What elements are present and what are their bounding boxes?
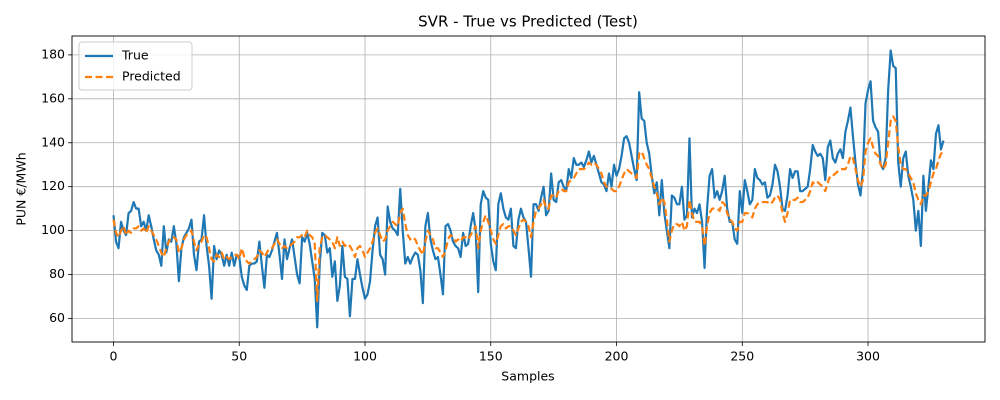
y-tick-label: 140 — [41, 134, 65, 149]
y-tick-label: 60 — [49, 310, 65, 325]
x-tick-label: 300 — [856, 349, 880, 364]
plot-frame — [71, 35, 986, 343]
legend-label: Predicted — [122, 69, 181, 84]
y-tick-label: 80 — [49, 266, 65, 281]
x-tick-label: 200 — [605, 349, 629, 364]
x-tick-label: 250 — [730, 349, 754, 364]
x-tick-label: 100 — [353, 349, 377, 364]
chart-title: SVR - True vs Predicted (Test) — [418, 13, 638, 31]
x-axis-label: Samples — [501, 369, 554, 384]
series-line — [112, 115, 945, 303]
y-tick-label: 160 — [41, 90, 65, 105]
x-tick-label: 0 — [110, 349, 118, 364]
legend: True Predicted — [78, 41, 193, 91]
y-axis-label: PUN €/MWh — [14, 152, 29, 225]
legend-label: True — [121, 48, 149, 63]
y-tick-label: 180 — [41, 46, 65, 61]
y-tick-label: 100 — [41, 222, 65, 237]
series-line — [112, 49, 945, 329]
x-tick-label: 50 — [231, 349, 247, 364]
y-tick-label: 120 — [41, 178, 65, 193]
x-tick-label: 150 — [479, 349, 503, 364]
